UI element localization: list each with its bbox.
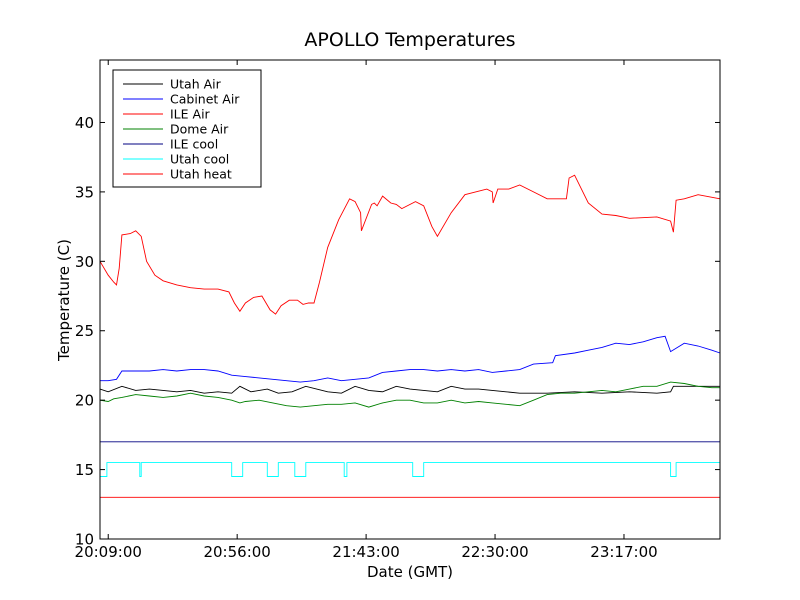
legend-label-dome-air: Dome Air	[170, 122, 229, 137]
legend-label-utah-heat: Utah heat	[170, 167, 232, 182]
y-tick-label: 15	[75, 461, 94, 479]
x-tick-label: 20:09:00	[75, 543, 142, 561]
y-tick-label: 30	[75, 253, 94, 271]
chart-title: APOLLO Temperatures	[304, 29, 515, 51]
x-axis-label: Date (GMT)	[367, 563, 453, 581]
series-line-cabinet-air	[100, 335, 721, 383]
legend-label-utah-cool: Utah cool	[170, 152, 229, 167]
y-tick-label: 20	[75, 392, 94, 410]
legend-label-utah-air: Utah Air	[170, 77, 222, 92]
y-tick-label: 40	[75, 114, 94, 132]
x-tick-label: 23:17:00	[590, 543, 657, 561]
x-tick-label: 20:56:00	[203, 543, 270, 561]
legend-label-ile-cool: ILE cool	[170, 137, 218, 152]
y-tick-label: 25	[75, 322, 94, 340]
legend-label-ile-air: ILE Air	[170, 107, 211, 122]
series-line-utah-cool	[100, 462, 720, 477]
axis-ticks: 10 15 20 25 30 35 40 20:09:00 20:56:00 21:43:00 22…	[75, 60, 720, 561]
x-tick-label: 22:30:00	[461, 543, 528, 561]
y-tick-label: 10	[75, 531, 94, 549]
x-tick-label: 21:43:00	[332, 543, 399, 561]
y-tick-label: 35	[75, 183, 94, 201]
series-line-ile-air	[99, 174, 721, 315]
series-layer	[99, 174, 721, 498]
y-axis-label: Temperature (C)	[55, 239, 73, 362]
series-line-dome-air	[99, 381, 720, 408]
legend-label-cabinet-air: Cabinet Air	[170, 92, 240, 107]
plot-frame	[99, 59, 721, 540]
